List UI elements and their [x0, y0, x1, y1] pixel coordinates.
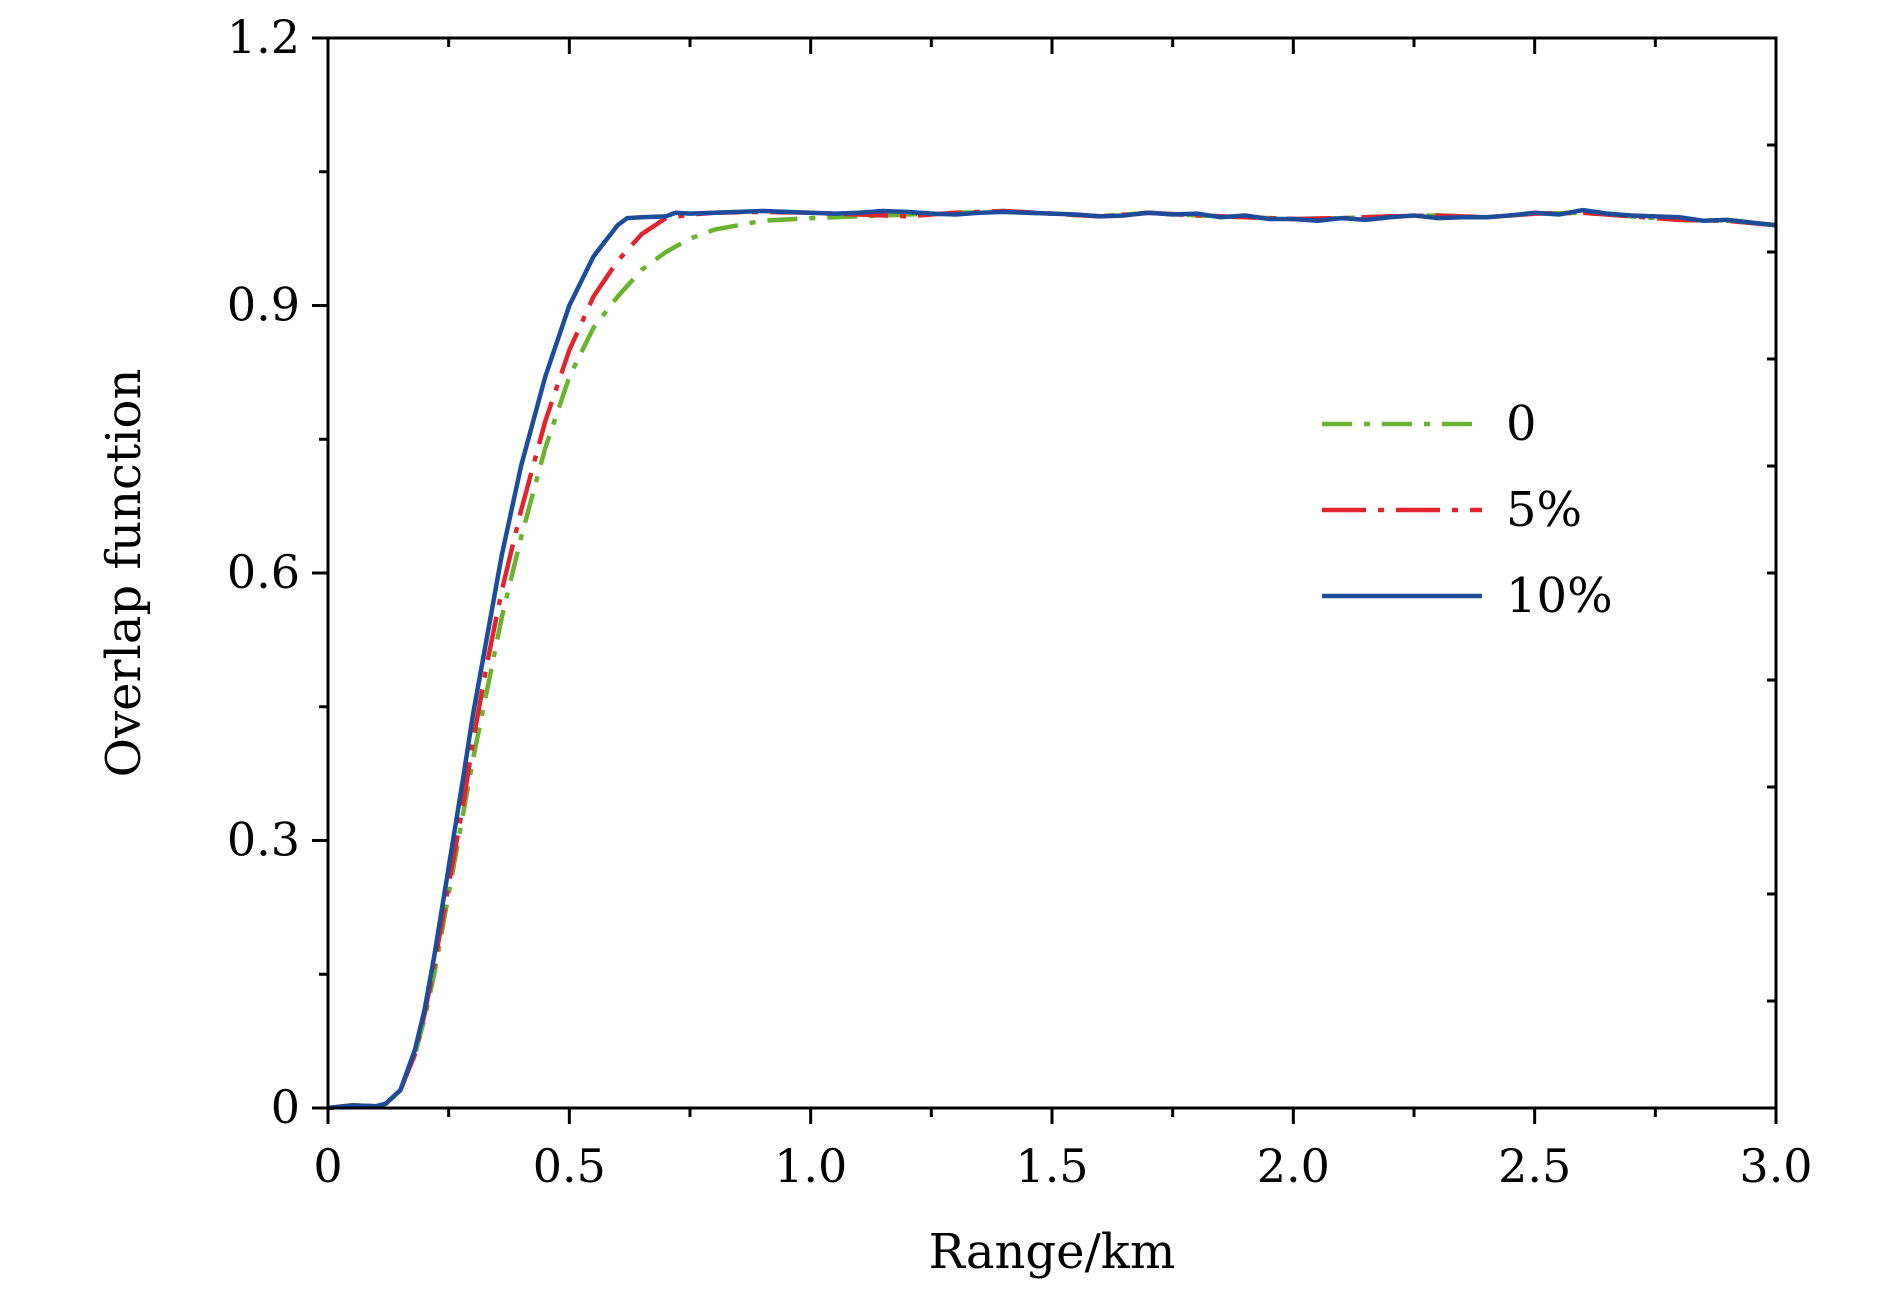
series-line-2 — [327, 207, 1777, 1111]
series-layer — [327, 207, 1777, 1111]
x-tick-label: 0.5 — [533, 1139, 606, 1193]
x-tick-label: 1.5 — [1015, 1139, 1088, 1193]
legend-label-2: 10% — [1506, 568, 1613, 624]
x-tick-label: 3.0 — [1739, 1139, 1812, 1193]
x-tick-label: 0 — [313, 1139, 342, 1193]
legend-label-0: 0 — [1506, 396, 1537, 452]
y-tick-label: 0.6 — [227, 545, 300, 599]
ticks-layer: 0 0.5 1.0 1.5 2.0 2.5 3.0 0 0.3 0.6 0.9 1.2 — [227, 10, 1813, 1193]
x-tick-label: 1.0 — [774, 1139, 847, 1193]
y-tick-label: 0.9 — [227, 278, 300, 332]
y-tick-label: 0 — [271, 1080, 300, 1134]
y-axis-title: Overlap function — [96, 369, 152, 778]
x-axis-title: Range/km — [929, 1224, 1176, 1280]
x-tick-label: 2.0 — [1257, 1139, 1330, 1193]
x-tick-label: 2.5 — [1498, 1139, 1571, 1193]
legend-label-1: 5% — [1506, 482, 1582, 538]
legend: 0 5% 10% — [1322, 396, 1613, 624]
series-line-1 — [327, 208, 1777, 1111]
y-tick-label: 1.2 — [227, 10, 300, 64]
y-tick-label: 0.3 — [227, 813, 300, 867]
series-line-0 — [327, 209, 1777, 1111]
